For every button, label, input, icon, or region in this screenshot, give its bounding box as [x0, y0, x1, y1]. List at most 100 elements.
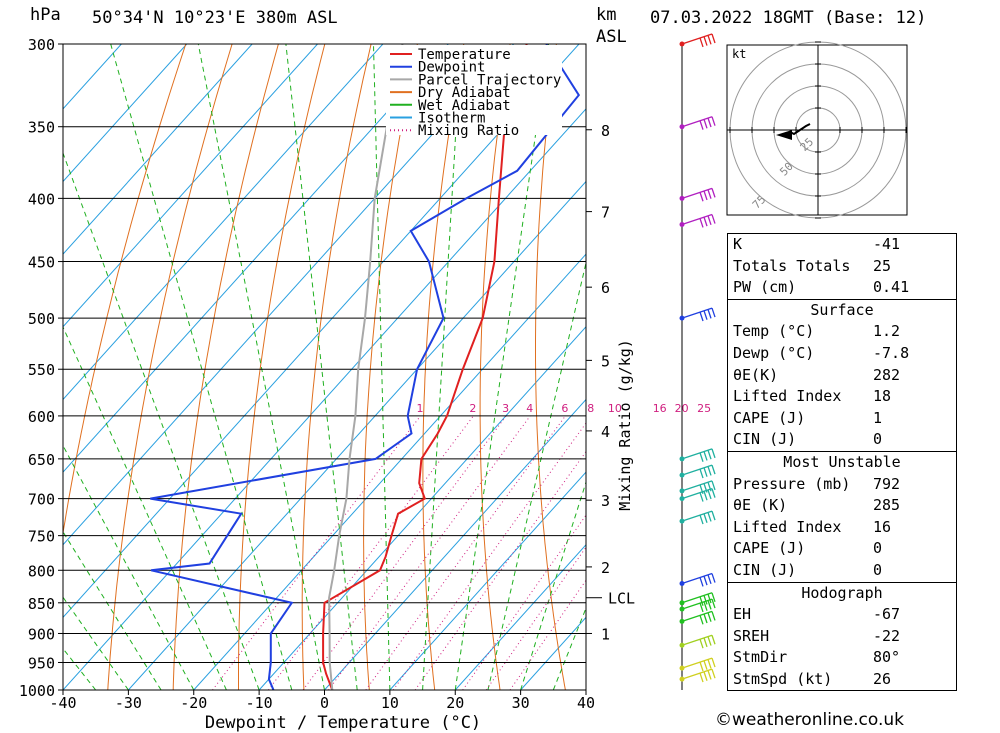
surface-section-title: Surface	[810, 300, 874, 319]
pressure-tick-label: 450	[28, 254, 55, 272]
hodo-index-value: 26	[873, 669, 892, 688]
pressure-tick-label: 950	[28, 654, 55, 672]
temperature-line	[322, 44, 528, 690]
surface-index-key: θE(K)	[733, 365, 779, 384]
wind-barb-staff	[681, 572, 713, 585]
wind-barb-staff	[681, 480, 713, 492]
dewpoint-line	[150, 44, 581, 690]
wind-barb-flag	[711, 635, 716, 645]
location-title: 50°34'N 10°23'E 380m ASL	[92, 8, 338, 28]
pressure-tick-label: 1000	[19, 682, 55, 700]
wind-barb-flag	[703, 467, 708, 477]
wind-barb	[681, 634, 716, 649]
wind-barb-flag	[703, 671, 708, 681]
wet-adiabat-line	[63, 596, 129, 690]
wind-barb-staff	[681, 610, 713, 623]
wind-level-dot	[679, 124, 685, 130]
index-value: 0.41	[873, 278, 910, 297]
pressure-tick-label: 900	[28, 625, 55, 643]
mu-index-value: 792	[873, 474, 901, 493]
dry-adiabat-line	[172, 44, 279, 690]
index-value: -41	[873, 235, 901, 253]
stability-indices-panel: K -41 Totals Totals 25 PW (cm) 0.41 Surface T…	[727, 233, 957, 692]
wind-barb-flag	[699, 37, 704, 48]
mixing-ratio-label: 16	[653, 402, 667, 415]
hodo-index-value: -22	[873, 626, 901, 645]
wet-adiabat-line	[63, 151, 260, 690]
mixing-ratio-label: 2	[469, 402, 476, 415]
wet-adiabat-line	[110, 44, 293, 690]
wind-barb	[681, 448, 716, 462]
index-row: Totals Totals 25	[728, 256, 956, 278]
mixing-ratio-label: 1	[416, 402, 423, 415]
wind-barb-flag	[711, 488, 716, 498]
most-unstable-section-title: Most Unstable	[783, 452, 901, 471]
wind-barb-flag	[711, 510, 716, 521]
legend-label: Dry Adiabat	[418, 85, 511, 101]
wind-barb-flag	[707, 612, 712, 622]
wind-barb-staff	[681, 187, 713, 199]
isotherm-line	[454, 543, 586, 690]
hodo-index-value: 80°	[873, 648, 901, 667]
km-tick-label: 1	[601, 625, 610, 643]
mixing-ratio-line	[509, 579, 586, 690]
km-tick-label: 7	[601, 204, 610, 222]
credit-link[interactable]: ©weatheronline.co.uk	[715, 710, 905, 730]
km-tick-label: 4	[601, 423, 610, 441]
dry-adiabat-line	[973, 44, 1000, 690]
wind-barb	[681, 610, 716, 625]
legend-label: Wet Adiabat	[418, 98, 511, 114]
mu-index-row: CAPE (J) 0	[728, 538, 956, 560]
wind-barb-profile	[679, 33, 716, 690]
hodograph-unit: kt	[732, 47, 746, 61]
wind-barb-flag	[707, 117, 712, 128]
mixing-ratio-label: 10	[608, 402, 622, 415]
wind-barb-flag	[711, 657, 716, 668]
pressure-tick-label: 800	[28, 562, 55, 580]
surface-index-row: Lifted Index 18	[728, 386, 956, 408]
temperature-tick-label: 20	[446, 694, 464, 712]
wind-barb-flag	[707, 449, 712, 460]
surface-index-row: θE(K) 282	[728, 365, 956, 387]
pressure-tick-label: 500	[28, 310, 55, 328]
isotherm-line	[63, 44, 384, 401]
surface-index-row: CAPE (J) 1	[728, 408, 956, 430]
index-key: Totals Totals	[733, 256, 851, 275]
wind-barb-flag	[707, 189, 712, 199]
wind-barb-flag	[711, 307, 716, 318]
temperature-tick-label: -10	[246, 694, 273, 712]
temperature-tick-label: 0	[320, 694, 329, 712]
wind-barb-flag	[699, 596, 704, 606]
isotherm-line	[324, 398, 586, 690]
mixing-ratio-line	[212, 415, 421, 690]
mixing-ratio-line	[485, 546, 586, 690]
index-key: K	[733, 235, 743, 253]
wind-barb	[681, 668, 716, 683]
hodo-index-row: SREH -22	[728, 626, 956, 648]
wind-barb	[681, 307, 716, 322]
dry-adiabat-line	[422, 44, 465, 690]
sounding-series	[150, 44, 581, 690]
wind-barb-staff	[681, 668, 713, 680]
wind-barb-flag	[703, 451, 708, 461]
pressure-tick-label: 700	[28, 491, 55, 509]
wind-barb-flag	[711, 480, 716, 491]
mu-index-row: Pressure (mb) 792	[728, 474, 956, 496]
isotherm-line	[63, 44, 188, 183]
hodo-index-key: SREH	[733, 626, 770, 645]
surface-index-value: 282	[873, 365, 901, 384]
wind-barb-flag	[707, 636, 712, 646]
mu-index-key: CIN (J)	[733, 560, 797, 579]
mixing-ratio-line	[365, 415, 566, 690]
legend-box	[386, 45, 562, 135]
km-tick-label: 8	[601, 122, 610, 140]
mu-index-value: 285	[873, 496, 901, 515]
pressure-tick-label: 350	[28, 119, 55, 137]
wind-barb-flag	[703, 613, 708, 624]
wind-barb-flag	[711, 573, 716, 583]
wind-barb-flag	[703, 491, 708, 501]
pressure-tick-label: 850	[28, 595, 55, 613]
hodo-index-key: EH	[733, 605, 752, 624]
